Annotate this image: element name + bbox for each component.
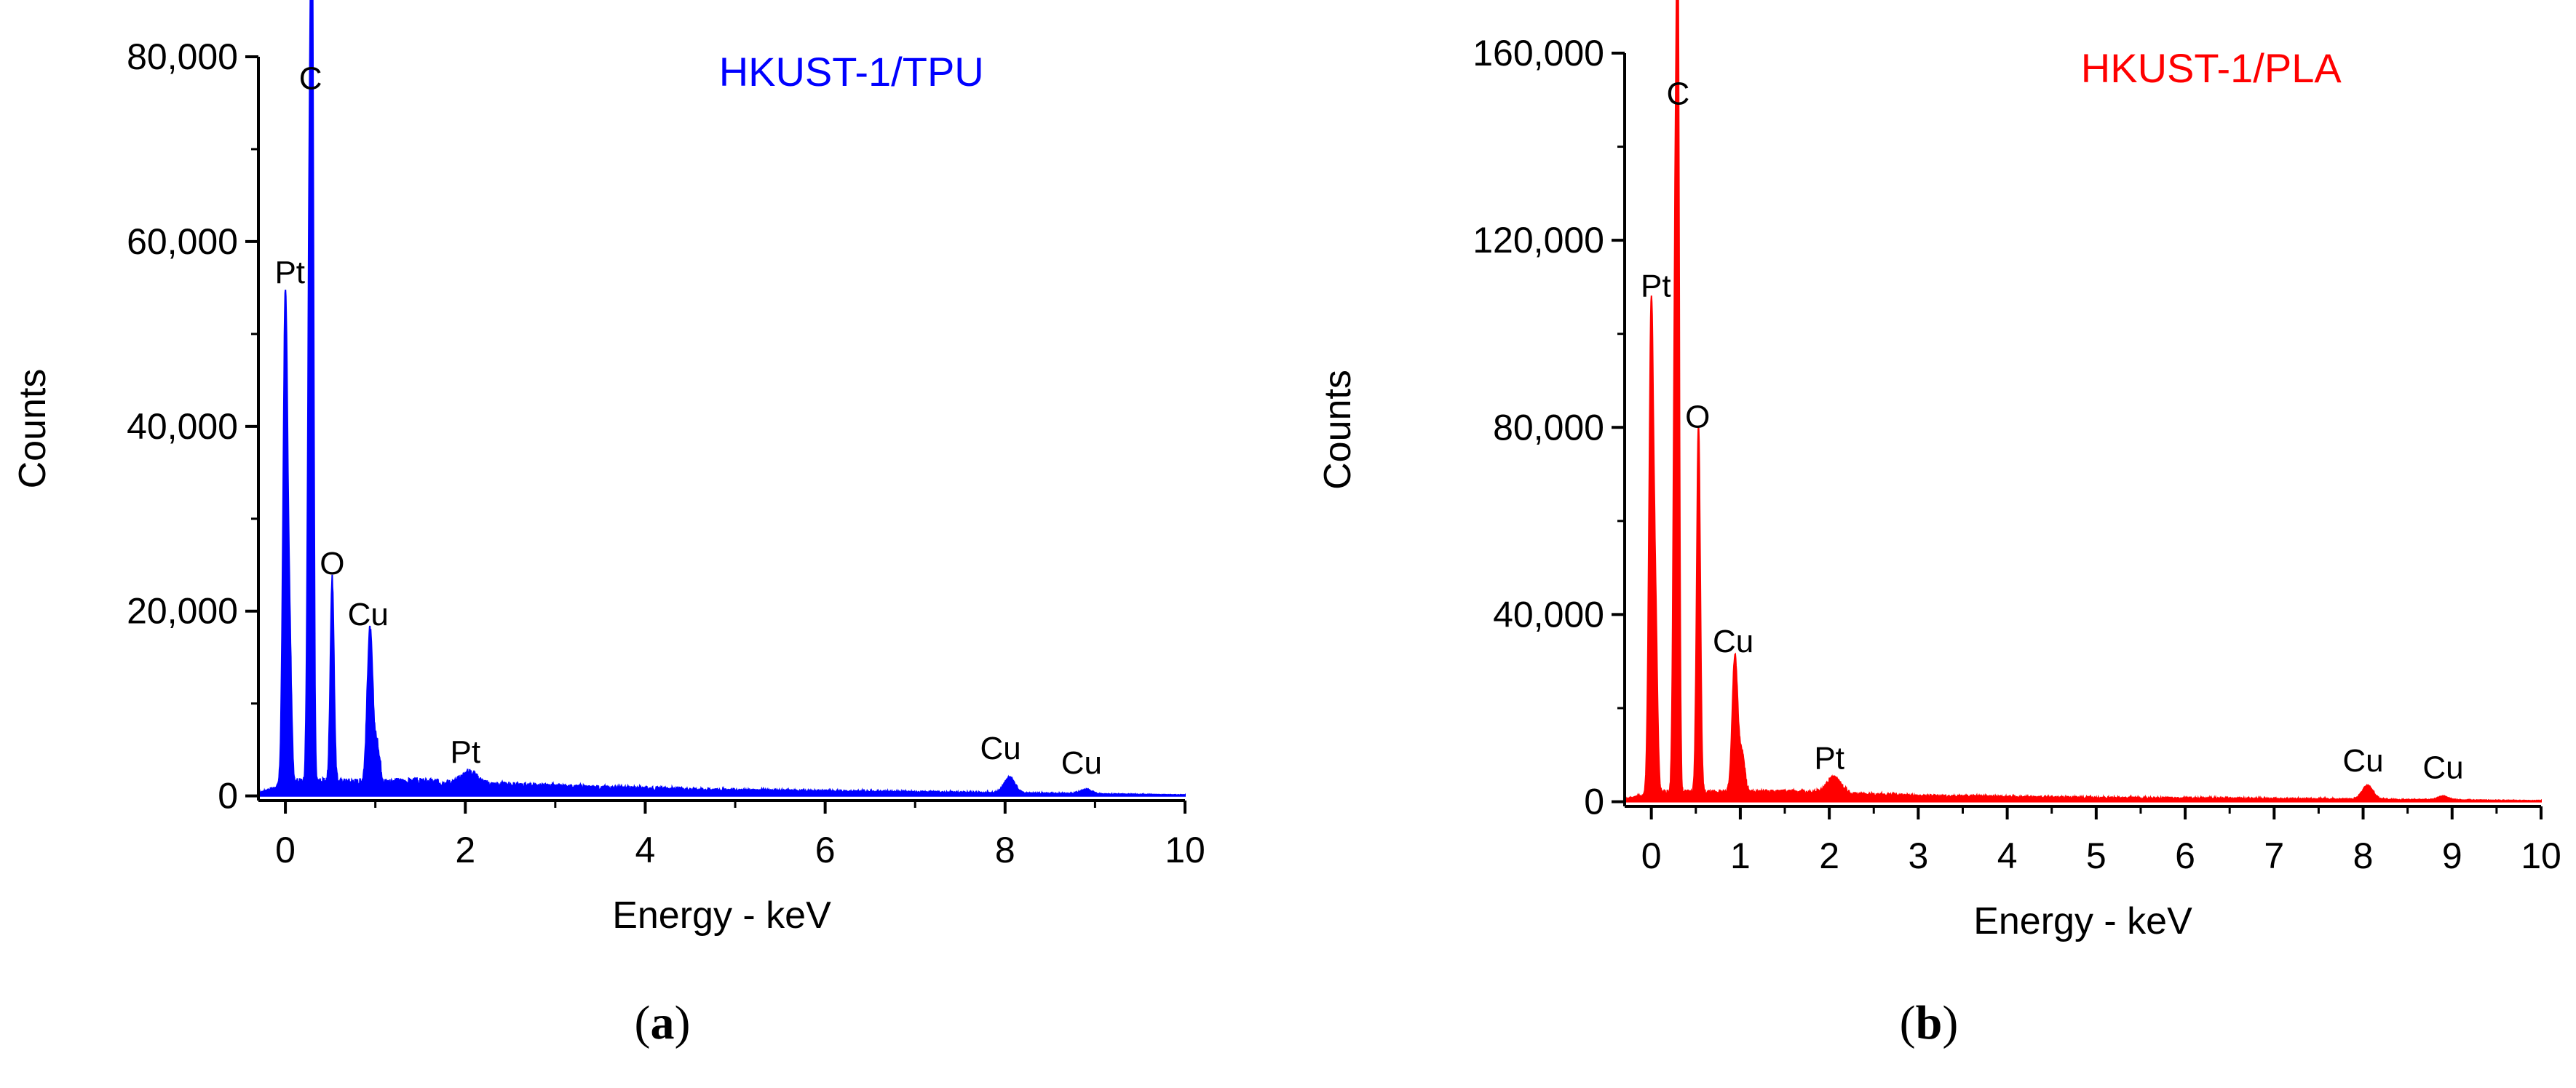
y-axis-label-b: Counts: [1317, 370, 1359, 490]
y-tick-label-b-1: 40,000: [1493, 594, 1604, 635]
peak-label-b-6: Cu: [2422, 750, 2463, 785]
y-tick-label-b-4: 160,000: [1473, 33, 1604, 74]
chart-panel-a: 0 2 4 6 8 10 0 20,000 40,000 60,000 80,000 Energy -…: [12, 0, 1205, 1049]
chart-title-b: HKUST-1/PLA: [2081, 45, 2342, 91]
x-tick-label-b-1: 1: [1730, 835, 1751, 876]
x-tick-label-a-3: 6: [815, 830, 836, 870]
peak-label-a-2: O: [320, 546, 344, 581]
x-tick-label-b-4: 4: [1997, 835, 2018, 876]
y-tick-label-b-2: 80,000: [1493, 407, 1604, 448]
y-tick-label-a-0: 0: [218, 776, 238, 817]
chart-panel-b: 0 1 2 3 4 5 6 7 8 9 10 0 40,000 80,000 120,000 160,000 E…: [1288, 0, 2576, 1088]
spectrum-series-a-0: [258, 0, 1186, 797]
spectrum-series-b-0: [1624, 0, 2542, 803]
x-axis-label-b: Energy - keV: [1973, 900, 2192, 942]
y-tick-label-a-2: 40,000: [127, 406, 238, 447]
x-tick-label-b-8: 8: [2353, 835, 2374, 876]
peak-label-a-1: Pt: [274, 255, 305, 290]
peak-label-a-0: C: [299, 60, 322, 96]
peak-label-b-4: Pt: [1814, 741, 1844, 777]
x-tick-label-a-5: 10: [1165, 830, 1205, 870]
x-tick-label-b-3: 3: [1908, 835, 1928, 876]
y-tick-label-a-4: 80,000: [127, 36, 238, 77]
x-tick-label-a-0: 0: [275, 830, 296, 870]
peak-label-b-0: C: [1666, 76, 1689, 112]
peak-label-b-3: Cu: [1713, 624, 1753, 659]
x-tick-label-b-7: 7: [2264, 835, 2284, 876]
y-tick-label-a-3: 60,000: [127, 221, 238, 262]
chart-title-a: HKUST-1/TPU: [719, 49, 984, 95]
x-tick-label-a-2: 4: [635, 830, 656, 870]
y-axis-label-a: Counts: [12, 369, 54, 489]
chart-b-svg: 0 1 2 3 4 5 6 7 8 9 10 0 40,000 80,000 120,000 160,000 E…: [1317, 0, 2561, 942]
peak-label-a-6: Cu: [1061, 745, 1102, 781]
x-tick-label-b-6: 6: [2175, 835, 2195, 876]
chart-a-svg: 0 2 4 6 8 10 0 20,000 40,000 60,000 80,000 Energy -…: [12, 0, 1205, 937]
caption-b-letter: b: [1915, 996, 1943, 1049]
y-tick-label-b-0: 0: [1584, 782, 1604, 822]
x-tick-label-b-5: 5: [2086, 835, 2107, 876]
peak-label-a-3: Cu: [348, 597, 389, 632]
peak-label-b-2: O: [1685, 399, 1710, 434]
caption-a: (a): [634, 996, 691, 1049]
caption-b: (b): [1899, 996, 1959, 1049]
x-tick-label-b-2: 2: [1819, 835, 1839, 876]
caption-a-letter: a: [650, 996, 675, 1049]
x-tick-label-b-10: 10: [2521, 835, 2561, 876]
x-tick-label-a-1: 2: [455, 830, 475, 870]
x-tick-label-b-9: 9: [2442, 835, 2462, 876]
y-tick-label-b-3: 120,000: [1473, 220, 1604, 261]
peak-label-a-4: Pt: [450, 734, 480, 770]
x-tick-label-a-4: 8: [995, 830, 1015, 870]
x-tick-label-b-0: 0: [1641, 835, 1662, 876]
x-axis-label-a: Energy - keV: [612, 894, 831, 937]
y-tick-label-a-1: 20,000: [127, 591, 238, 632]
peak-label-a-5: Cu: [980, 731, 1021, 766]
peak-label-b-1: Pt: [1641, 268, 1671, 303]
peak-label-b-5: Cu: [2342, 743, 2383, 779]
